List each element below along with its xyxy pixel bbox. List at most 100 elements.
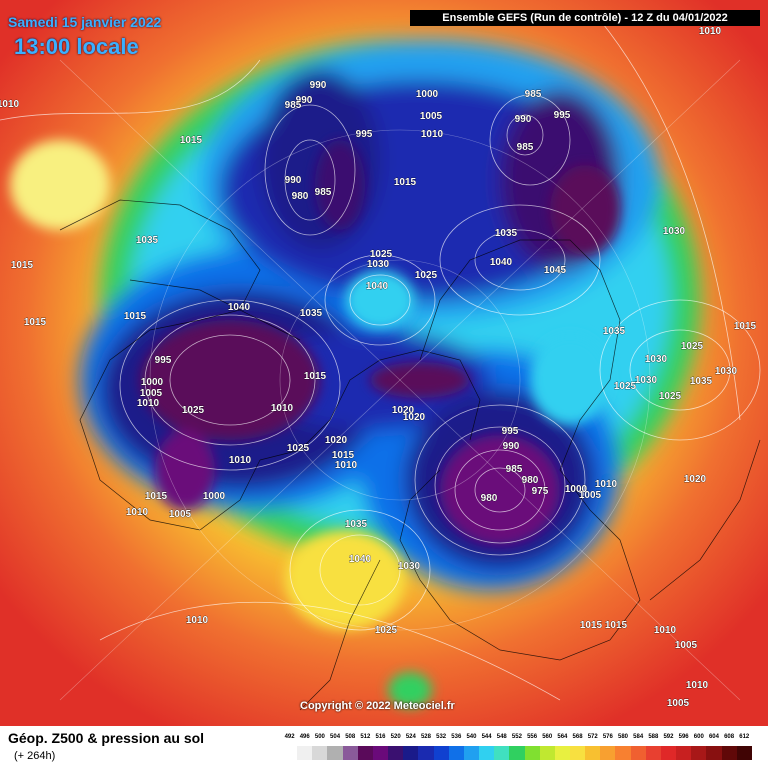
color-scale-labels: 492 496 500 504 508 512 516 520 524 528 532 536 540 5…	[282, 734, 752, 744]
scale-label: 572	[587, 734, 598, 740]
pressure-label: 1030	[645, 354, 668, 365]
pressure-label: 990	[515, 114, 532, 125]
scale-swatch	[433, 746, 449, 760]
scale-label: 520	[390, 734, 401, 740]
product-title: Géop. Z500 & pression au sol	[8, 730, 205, 746]
pressure-label: 1020	[403, 412, 426, 423]
pressure-label: 1010	[654, 625, 677, 636]
scale-swatch	[600, 746, 616, 760]
pressure-label: 1015	[145, 491, 168, 502]
pressure-label: 1005	[675, 640, 698, 651]
forecast-date: Samedi 15 janvier 2022	[8, 14, 162, 30]
pressure-label: 985	[506, 464, 523, 475]
pressure-label: 995	[554, 110, 571, 121]
pressure-label: 980	[292, 191, 309, 202]
scale-label: 492	[284, 734, 295, 740]
pressure-label: 1015	[24, 317, 47, 328]
scale-swatch	[282, 746, 298, 760]
scale-label: 556	[527, 734, 538, 740]
pressure-label: 1005	[667, 698, 690, 709]
scale-label: 544	[481, 734, 492, 740]
pressure-label: 990	[296, 95, 313, 106]
pressure-label: 1040	[366, 281, 389, 292]
scale-swatch	[585, 746, 601, 760]
scale-label: 612	[739, 734, 750, 740]
pressure-label: 1035	[300, 308, 323, 319]
scale-swatch	[721, 746, 737, 760]
scale-swatch	[297, 746, 313, 760]
scale-swatch	[357, 746, 373, 760]
pressure-label: 1040	[228, 302, 251, 313]
pressure-label: 1015	[180, 135, 203, 146]
scale-swatch	[327, 746, 343, 760]
scale-label: 596	[678, 734, 689, 740]
pressure-label: 1025	[415, 270, 438, 281]
scale-label: 580	[618, 734, 629, 740]
pressure-label: 1025	[681, 341, 704, 352]
pressure-label: 985	[525, 89, 542, 100]
pressure-label: 985	[315, 187, 332, 198]
copyright-notice: Copyright © 2022 Meteociel.fr	[300, 700, 455, 712]
pressure-label: 1010	[699, 26, 722, 37]
pressure-label: 1000	[565, 484, 588, 495]
pressure-label: 985	[285, 100, 302, 111]
scale-label: 604	[708, 734, 719, 740]
scale-swatch	[388, 746, 404, 760]
pressure-label: 1020	[684, 474, 707, 485]
scale-label: 584	[633, 734, 644, 740]
pressure-label: 1010	[0, 99, 20, 110]
pressure-label: 1030	[367, 259, 390, 270]
graticule	[59, 59, 741, 701]
pressure-label: 1010	[421, 129, 444, 140]
pressure-label: 980	[481, 493, 498, 504]
pressure-label: 990	[503, 441, 520, 452]
pressure-label: 1045	[544, 265, 567, 276]
pressure-label: 1030	[635, 375, 658, 386]
pressure-label: 1010	[126, 507, 149, 518]
scale-label: 528	[420, 734, 431, 740]
scale-label: 548	[496, 734, 507, 740]
scale-label: 576	[602, 734, 613, 740]
scale-swatch	[418, 746, 434, 760]
pressure-label: 1010	[229, 455, 252, 466]
scale-swatch	[691, 746, 707, 760]
scale-label: 500	[314, 734, 325, 740]
scale-label: 608	[724, 734, 735, 740]
pressure-label: 990	[310, 80, 327, 91]
scale-swatch	[479, 746, 495, 760]
scale-label: 536	[451, 734, 462, 740]
pressure-label: 1015	[304, 371, 327, 382]
pressure-label: 1025	[614, 381, 637, 392]
pressure-label: 1030	[398, 561, 421, 572]
pressure-label: 1015	[124, 311, 147, 322]
scale-label: 600	[693, 734, 704, 740]
pressure-label: 1035	[495, 228, 518, 239]
pressure-label: 1025	[370, 249, 393, 260]
color-scale-swatches	[282, 746, 752, 760]
coastlines	[59, 199, 761, 711]
pressure-label: 1010	[686, 680, 709, 691]
pressure-label: 1035	[603, 326, 626, 337]
scale-label: 512	[360, 734, 371, 740]
pressure-label: 1010	[335, 460, 358, 471]
pressure-label: 1005	[140, 388, 163, 399]
scale-swatch	[524, 746, 540, 760]
pressure-label: 1000	[141, 377, 164, 388]
scale-swatch	[312, 746, 328, 760]
pressure-label: 1015	[332, 450, 355, 461]
pressure-label: 1025	[287, 443, 310, 454]
scale-label: 532	[436, 734, 447, 740]
scale-swatch	[554, 746, 570, 760]
scale-swatch	[342, 746, 358, 760]
scale-swatch	[494, 746, 510, 760]
scale-label: 568	[572, 734, 583, 740]
pressure-label: 1025	[659, 391, 682, 402]
legend-bar: Géop. Z500 & pression au sol (+ 264h) 49…	[0, 726, 768, 768]
scale-swatch	[403, 746, 419, 760]
pressure-label: 1005	[169, 509, 192, 520]
scale-swatch	[706, 746, 722, 760]
scale-swatch	[569, 746, 586, 760]
scale-swatch	[630, 746, 646, 760]
pressure-label: 1040	[490, 257, 513, 268]
scale-label: 540	[466, 734, 477, 740]
